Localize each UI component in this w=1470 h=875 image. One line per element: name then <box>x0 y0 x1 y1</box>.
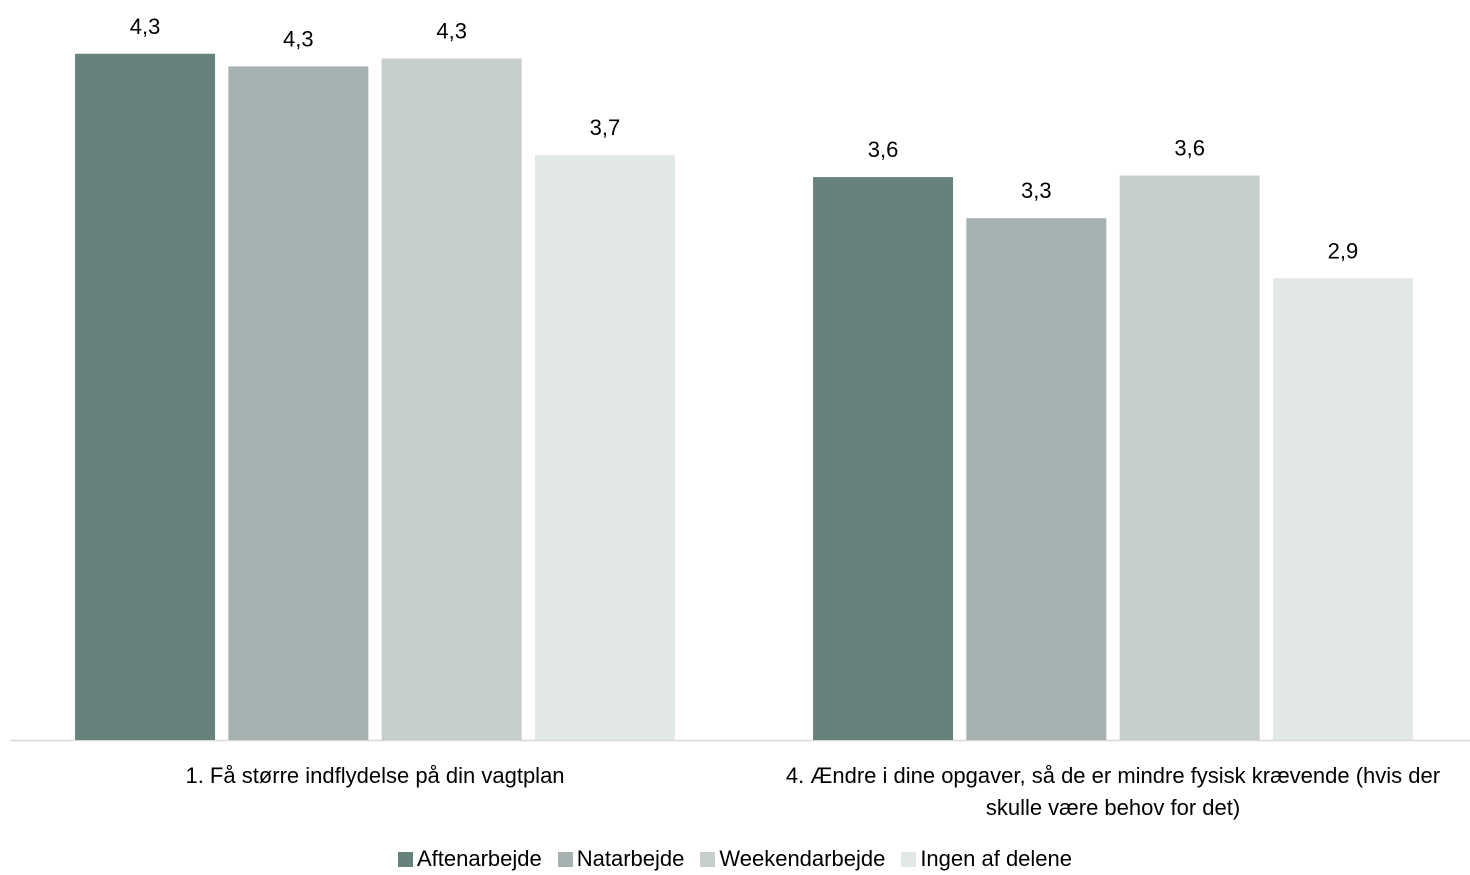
bar <box>1272 278 1413 740</box>
legend-label: Natarbejde <box>576 846 685 871</box>
data-label: 4,3 <box>130 14 161 39</box>
legend-item: Ingen af delene <box>901 846 1072 872</box>
legend-item: Aftenarbejde <box>397 846 542 872</box>
bar <box>75 53 216 741</box>
legend-label: Aftenarbejde <box>416 846 542 871</box>
data-label: 2,9 <box>1328 238 1359 263</box>
legend-item: Natarbejde <box>557 846 685 872</box>
data-label: 4,3 <box>436 19 467 44</box>
legend-swatch <box>557 851 573 867</box>
data-label: 4,3 <box>283 26 314 51</box>
bar <box>966 218 1107 740</box>
bar <box>1119 175 1260 740</box>
x-tick-label: 4. Ændre i dine opgaver, så de er mindre… <box>785 763 1441 820</box>
data-label: 3,6 <box>868 137 899 162</box>
legend-swatch <box>700 851 716 867</box>
data-label: 3,6 <box>1174 136 1205 161</box>
legend-swatch <box>901 851 917 867</box>
bar <box>228 66 369 740</box>
legend: Aftenarbejde Natarbejde Weekendarbejde Inge… <box>0 846 1470 872</box>
legend-swatch <box>397 851 413 867</box>
bar <box>813 177 954 741</box>
legend-label: Weekendarbejde <box>719 846 886 871</box>
data-label: 3,7 <box>590 115 621 140</box>
bar <box>381 58 522 740</box>
data-label: 3,3 <box>1021 178 1052 203</box>
x-tick-label: 1. Få større indflydelse på din vagtplan <box>185 763 565 788</box>
legend-item: Weekendarbejde <box>700 846 885 872</box>
legend-label: Ingen af delene <box>920 846 1073 871</box>
bar <box>534 154 675 740</box>
